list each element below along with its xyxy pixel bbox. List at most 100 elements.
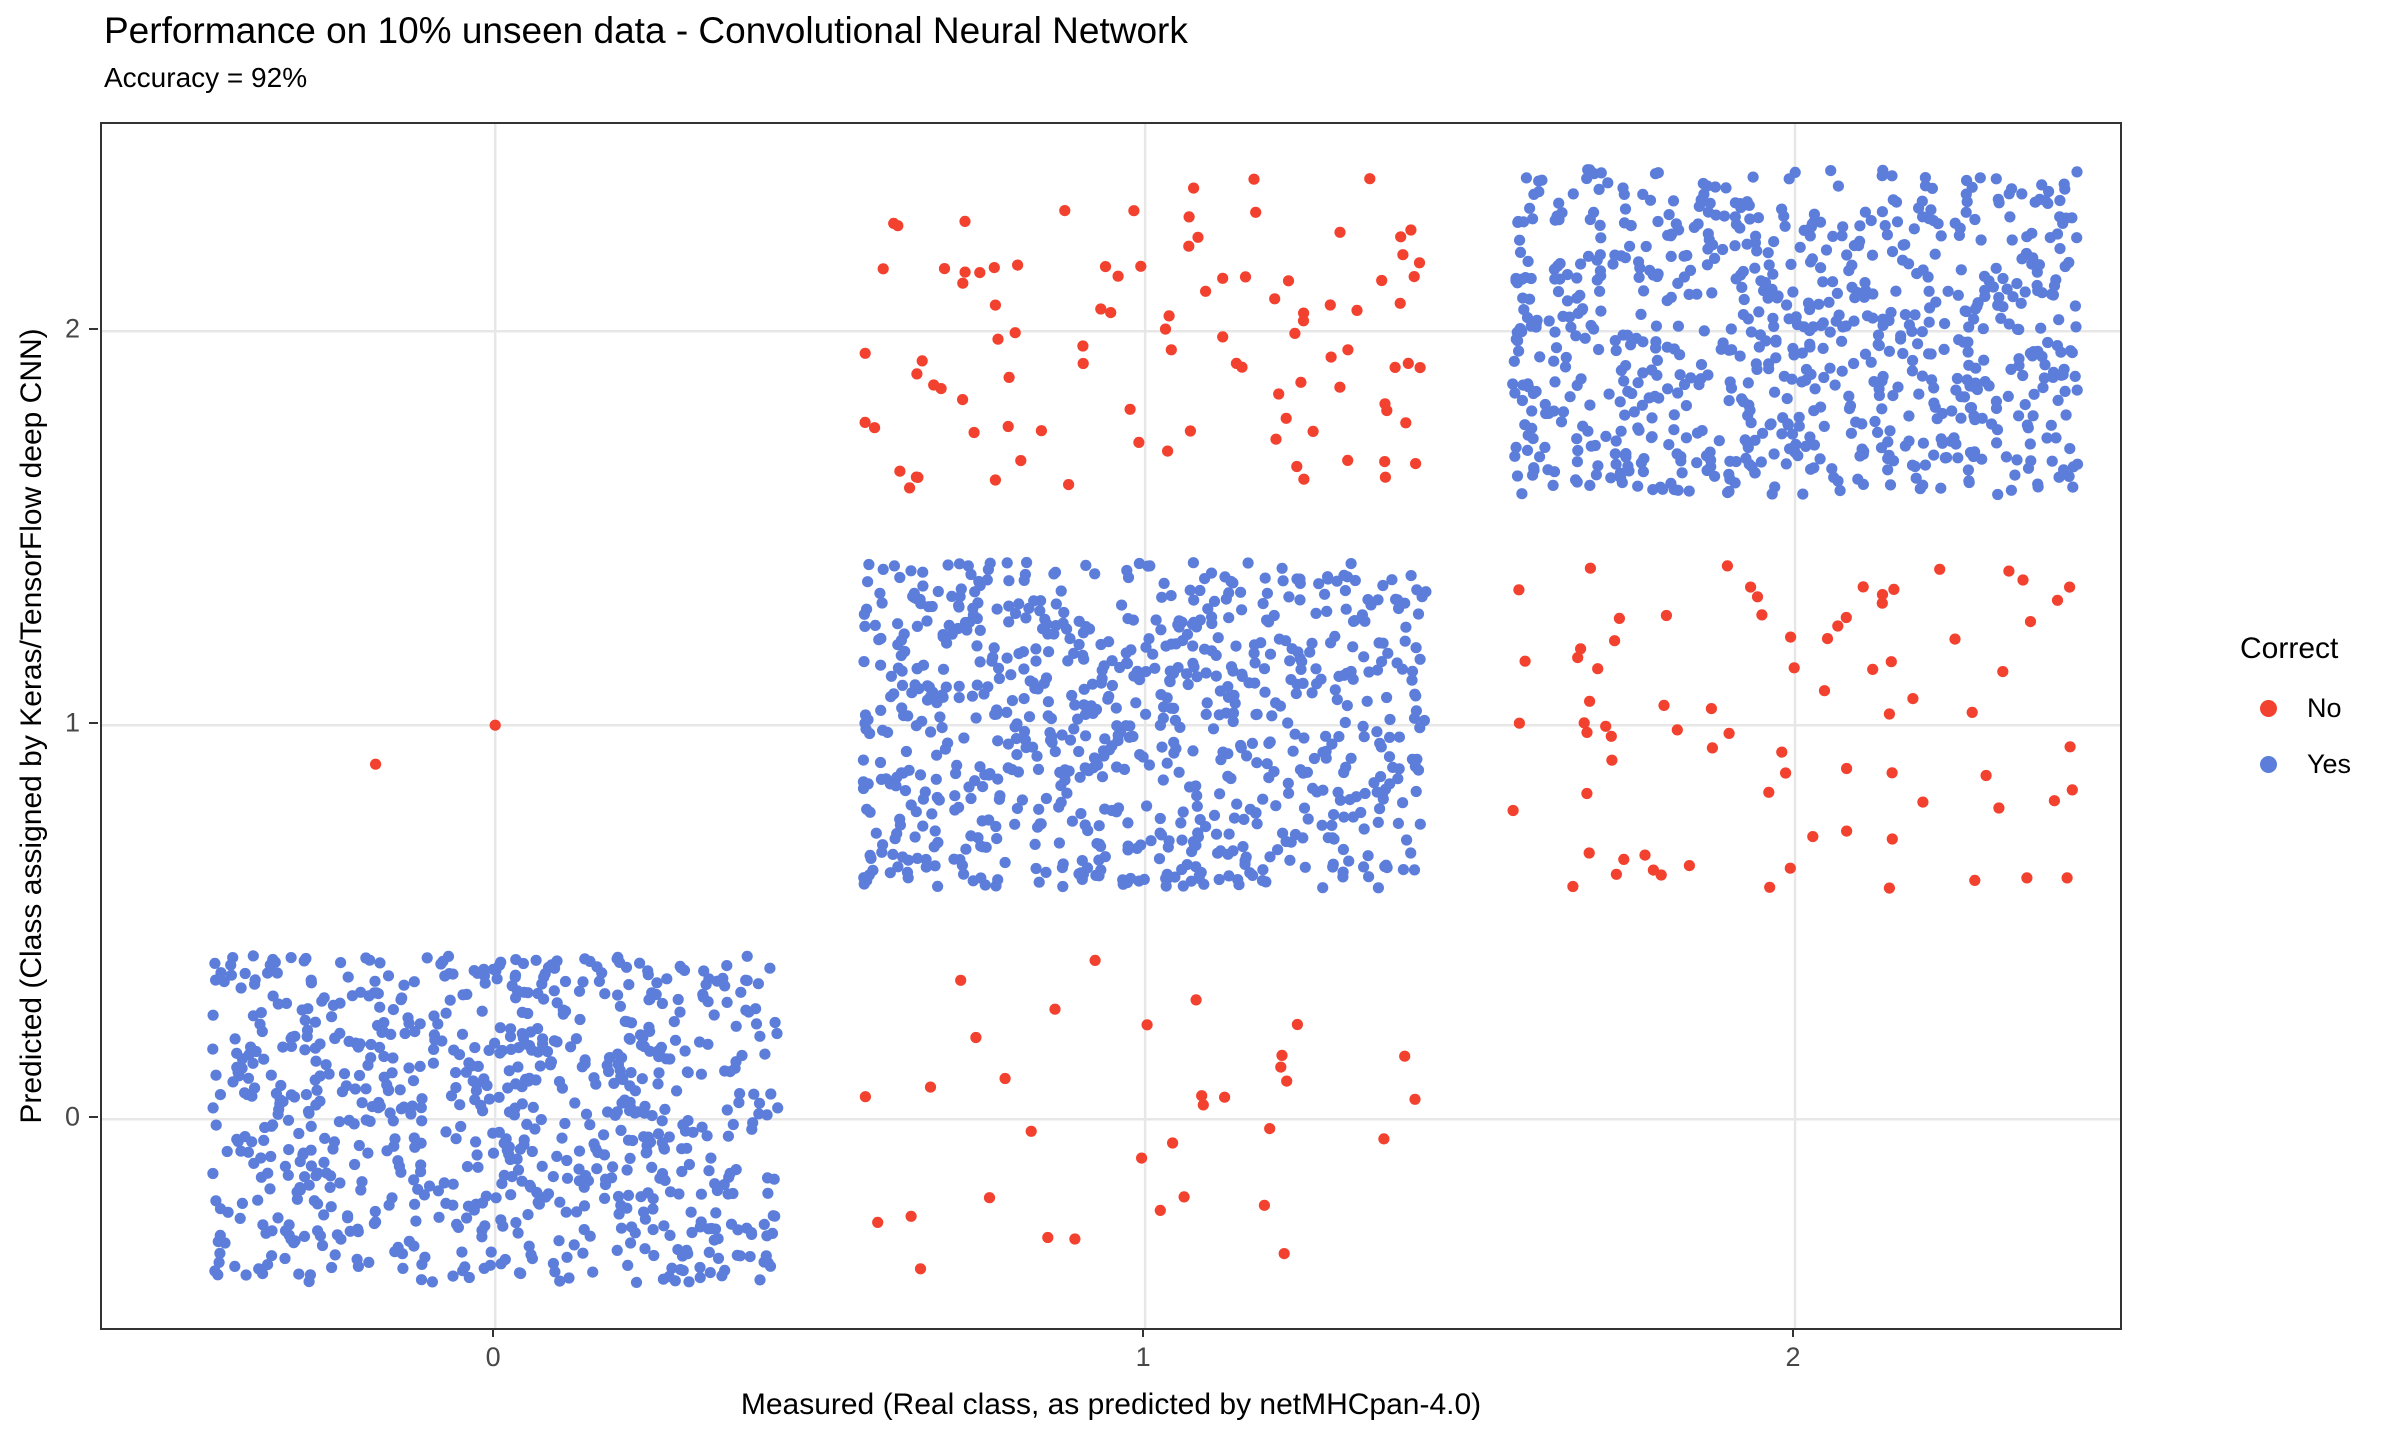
data-point [1397,797,1409,809]
data-point [1776,428,1788,440]
data-point [630,1276,643,1288]
data-point [1680,400,1692,412]
data-point [340,1080,352,1092]
data-point [1582,425,1594,437]
data-point [621,1164,633,1176]
data-point [1397,249,1409,261]
data-point [1552,286,1565,298]
data-point [987,651,999,663]
data-point [1978,270,1991,282]
data-point [999,1072,1011,1085]
data-point [712,1252,725,1264]
data-point [301,1024,314,1036]
data-point [1377,579,1389,592]
data-point [299,1014,311,1026]
data-point [1883,882,1895,894]
data-point [644,993,656,1005]
data-point [382,970,395,982]
data-point [227,952,239,964]
plot-panel [100,122,2122,1330]
data-point [2001,283,2013,295]
data-point [1790,438,1802,451]
data-point [1411,584,1423,596]
data-point [1702,369,1714,381]
data-point [2054,243,2066,255]
data-point [896,665,908,677]
data-point [1342,344,1354,356]
data-point [1259,686,1271,698]
data-point [568,1239,580,1251]
data-point [1140,708,1152,720]
data-point [758,1218,770,1230]
data-point [574,1013,586,1026]
data-point [1651,354,1663,366]
data-point [1829,379,1841,391]
data-point [1043,646,1055,658]
data-point [2069,300,2081,312]
data-point [311,1084,323,1096]
data-point [2013,360,2025,372]
data-point [1859,206,1871,218]
data-point [1077,340,1089,352]
data-point [1776,746,1788,758]
chart-subtitle: Accuracy = 92% [104,62,308,93]
data-point [354,1038,366,1050]
data-point [1560,351,1572,364]
data-point [1077,357,1089,370]
data-point [1410,642,1422,654]
data-point [1953,229,1965,241]
data-point [1361,695,1373,707]
data-point [1634,262,1646,274]
data-point [316,1239,329,1252]
data-point [668,1016,680,1028]
data-point [1734,198,1746,210]
data-point [1344,794,1356,806]
data-point [1145,835,1157,847]
data-point [1153,853,1166,865]
data-point [1127,614,1139,626]
data-point [1261,587,1273,599]
data-point [994,790,1006,802]
data-point [353,1139,365,1152]
data-point [669,1034,682,1046]
data-point [1890,285,1902,297]
data-point [1157,774,1169,786]
data-point [1706,742,1718,754]
data-point [1123,731,1135,743]
data-point [1073,745,1085,758]
data-point [988,262,1000,274]
data-point [1818,371,1830,384]
data-point [1355,806,1367,819]
data-point [1174,721,1186,734]
data-point [1534,451,1546,463]
data-point [2054,194,2066,207]
data-point [634,957,646,969]
data-point [1188,661,1200,673]
data-point [1666,228,1678,240]
data-point [1804,230,1816,242]
data-point [428,1043,440,1055]
data-point [1643,392,1655,404]
data-point [743,1006,755,1018]
data-point [1928,449,1940,461]
data-point [647,1224,659,1236]
data-point [1364,173,1376,185]
data-point [1191,671,1203,683]
data-point [1909,309,1921,321]
data-point [1325,637,1337,649]
data-point [1734,350,1746,362]
data-point [896,679,909,692]
data-point [462,1200,475,1212]
data-point [2000,451,2012,463]
data-point [1080,559,1092,571]
data-point [1379,456,1391,468]
data-point [1584,399,1596,411]
data-point [1298,802,1311,814]
data-point [1539,398,1551,411]
data-point [1374,737,1386,749]
data-point [489,719,501,731]
data-point [2071,166,2083,178]
data-point [1144,560,1156,572]
data-point [1029,838,1041,851]
data-point [1371,726,1383,738]
